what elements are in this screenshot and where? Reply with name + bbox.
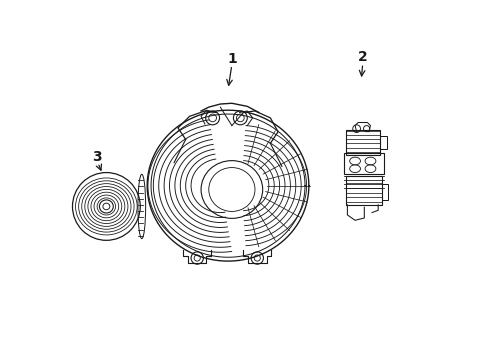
Bar — [382, 184, 388, 199]
Bar — [346, 130, 380, 155]
Text: 1: 1 — [227, 51, 237, 66]
Bar — [380, 136, 388, 149]
Text: 2: 2 — [358, 50, 368, 64]
Text: 3: 3 — [92, 150, 102, 164]
Bar — [343, 153, 384, 174]
Bar — [346, 176, 382, 205]
